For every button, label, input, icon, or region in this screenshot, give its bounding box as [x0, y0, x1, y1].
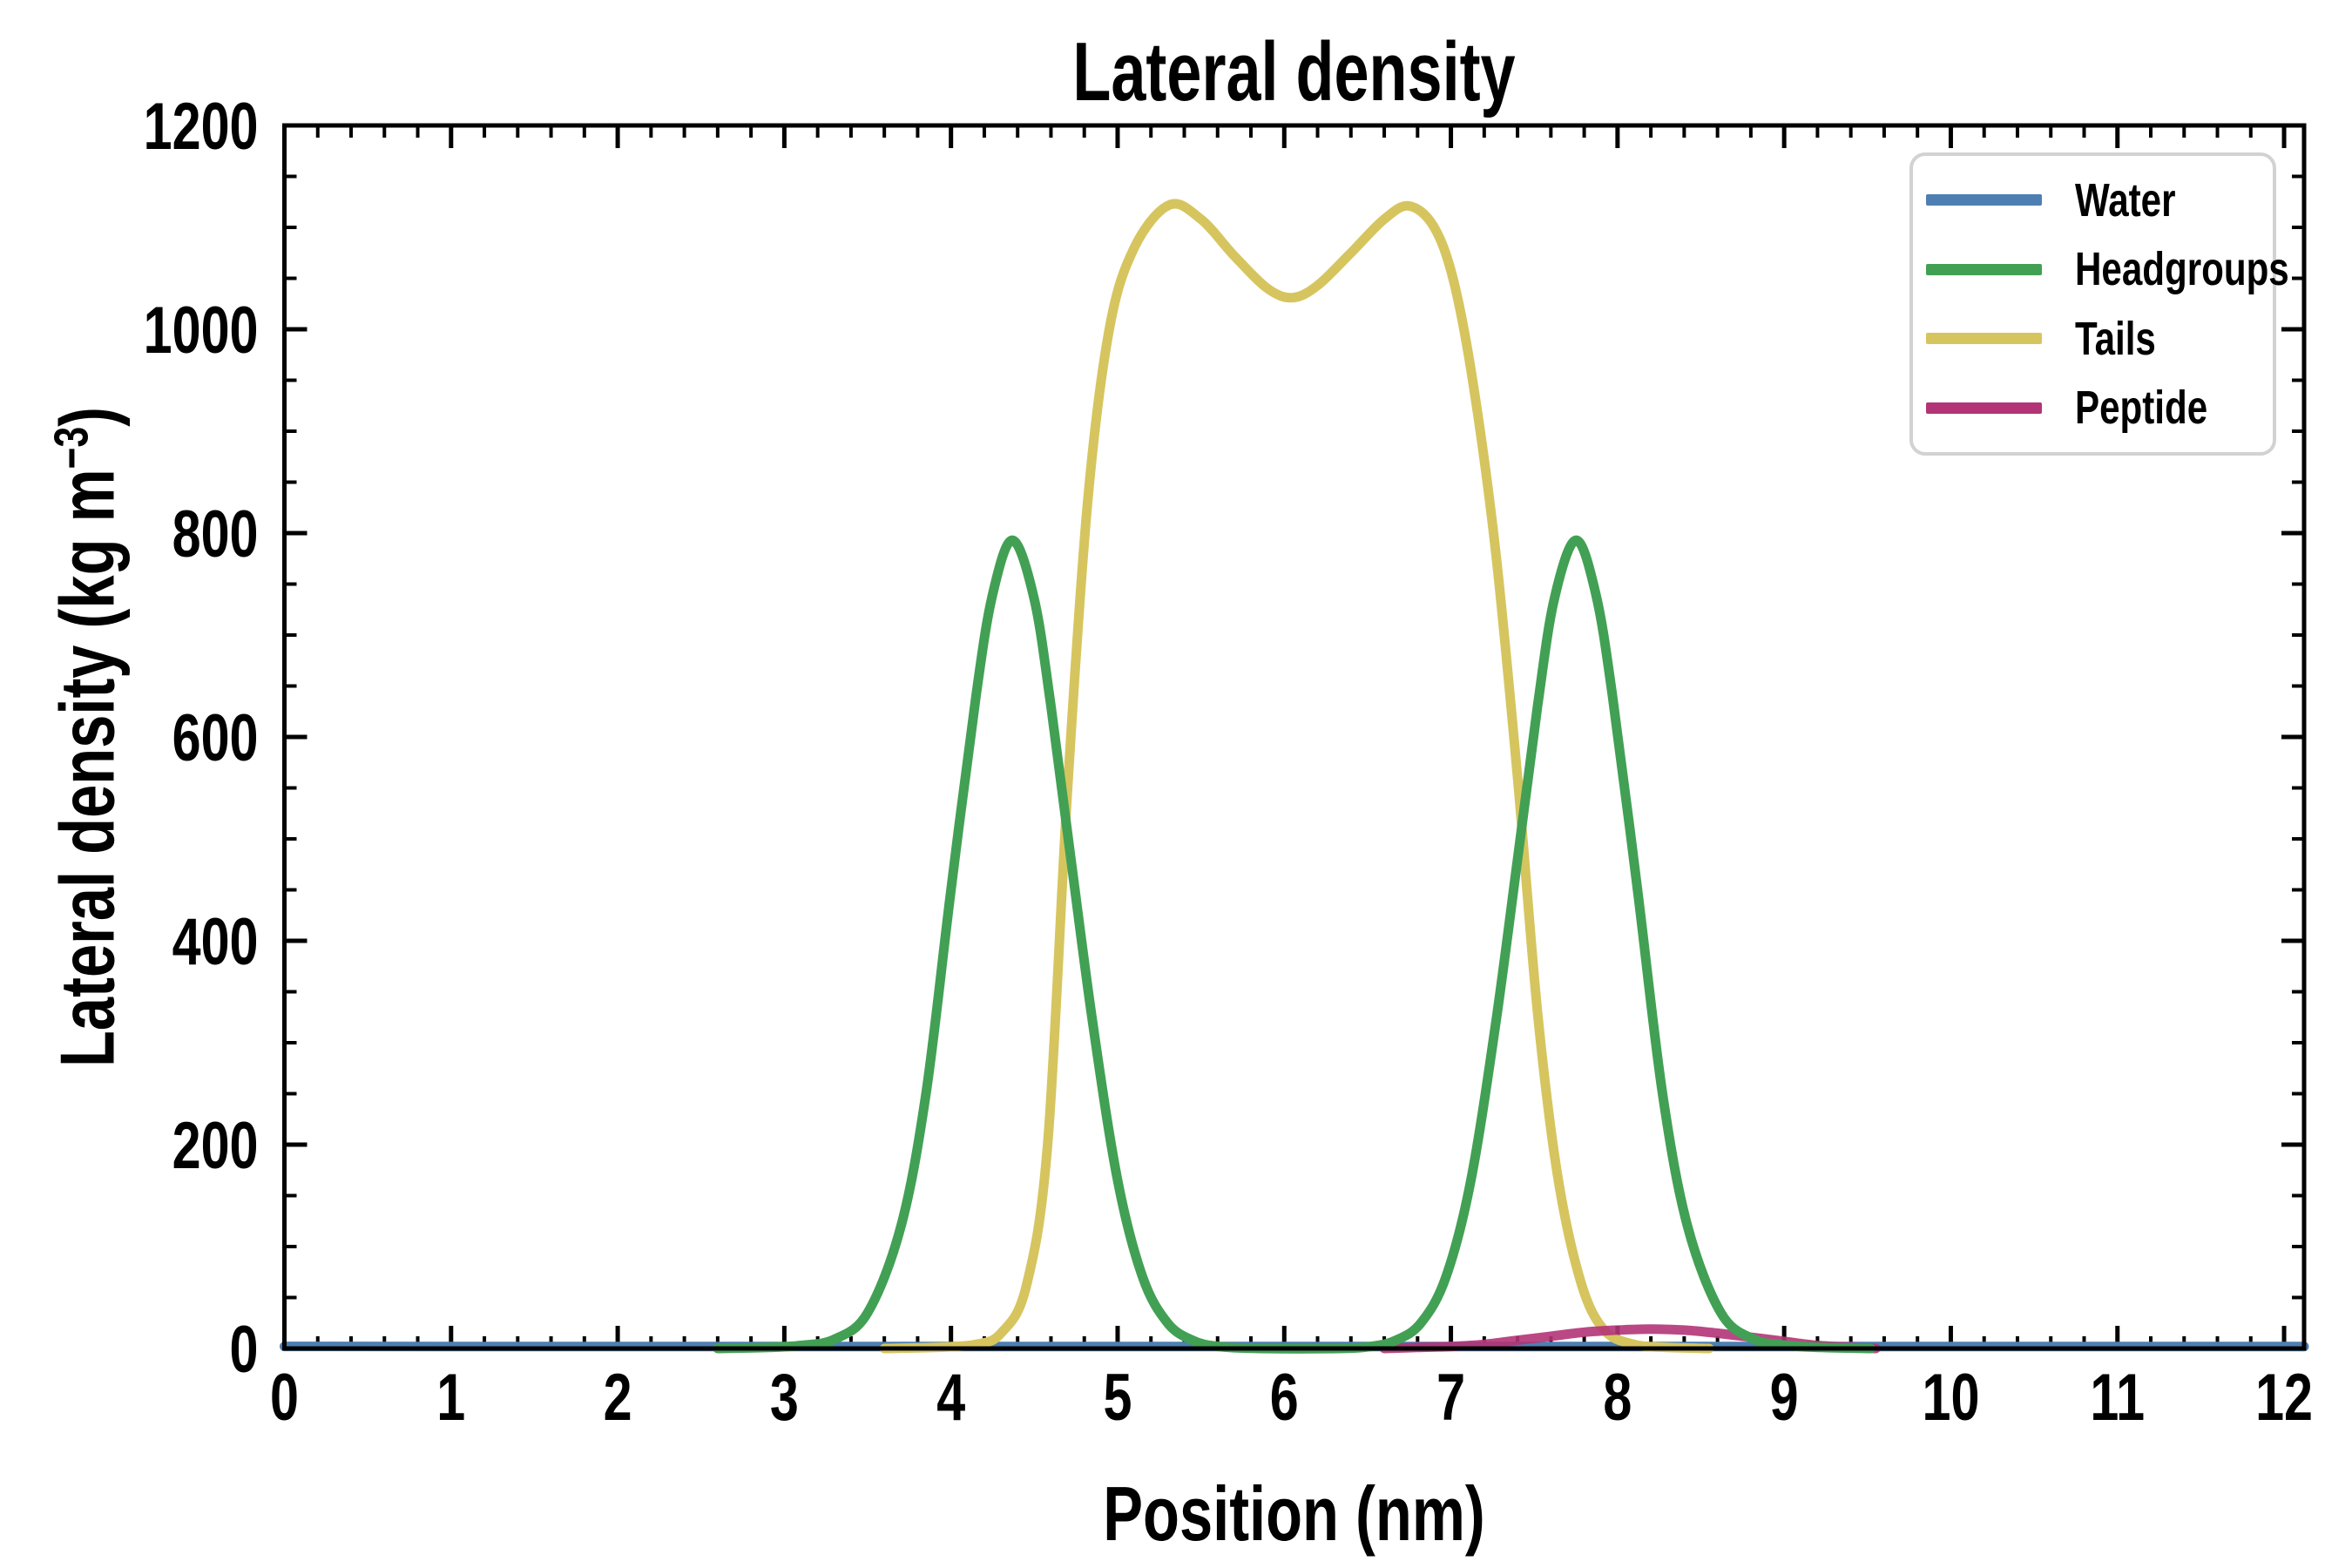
x-tick-label: 12	[2255, 1361, 2313, 1435]
legend: Water Headgroups Tails Peptide	[1909, 152, 2289, 456]
y-tick-label: 600	[172, 701, 259, 775]
legend-swatch-peptide	[1926, 402, 2042, 414]
x-tick-label: 7	[1436, 1361, 1465, 1435]
x-tick-label: 1	[436, 1361, 465, 1435]
x-tick-label: 8	[1603, 1361, 1632, 1435]
x-tick-label: 4	[936, 1361, 965, 1435]
legend-label-headgroups: Headgroups	[2075, 243, 2289, 296]
x-tick-label: 0	[270, 1361, 299, 1435]
y-tick-label: 1000	[144, 294, 259, 368]
x-tick-label: 10	[1922, 1361, 1979, 1435]
x-tick-label: 5	[1103, 1361, 1132, 1435]
legend-item-tails: Tails	[1913, 305, 2273, 373]
series-headgroups-line	[713, 535, 1876, 1354]
legend-swatch-tails	[1926, 333, 2042, 345]
x-tick-label: 3	[770, 1361, 799, 1435]
legend-label-tails: Tails	[2075, 312, 2156, 365]
y-tick-label: 0	[230, 1313, 259, 1387]
y-axis-label: Lateral density (kg m−3)	[44, 407, 131, 1067]
legend-swatch-headgroups	[1926, 263, 2042, 275]
axes-frame	[282, 123, 2307, 1351]
x-tick-label: 11	[2090, 1361, 2145, 1435]
y-tick-label: 400	[172, 905, 259, 979]
legend-label-peptide: Peptide	[2075, 382, 2208, 435]
y-axis-label-text: Lateral density (kg m	[44, 469, 131, 1067]
legend-item-water: Water	[1913, 166, 2273, 234]
y-axis-label-close: )	[44, 407, 131, 427]
y-tick-label: 800	[172, 497, 259, 571]
x-axis-label: Position (nm)	[1103, 1470, 1485, 1557]
x-tick-label: 9	[1770, 1361, 1799, 1435]
x-tick-label: 6	[1270, 1361, 1299, 1435]
x-tick-label: 2	[604, 1361, 632, 1435]
legend-label-water: Water	[2075, 173, 2176, 226]
legend-item-peptide: Peptide	[1913, 374, 2273, 442]
y-axis-label-superscript: −3	[44, 426, 98, 470]
chart-title: Lateral density	[1072, 25, 1516, 118]
y-tick-label: 200	[172, 1109, 259, 1183]
legend-item-headgroups: Headgroups	[1913, 235, 2289, 303]
legend-swatch-water	[1926, 194, 2042, 206]
series-tails-line	[879, 199, 1714, 1354]
y-tick-label: 1200	[144, 90, 259, 164]
